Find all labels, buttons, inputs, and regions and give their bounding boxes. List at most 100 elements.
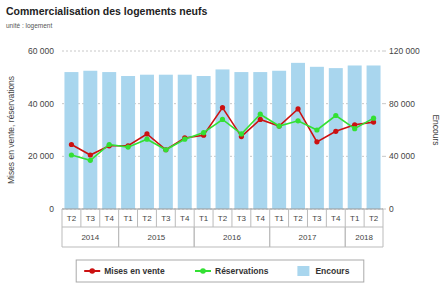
table-line (194, 209, 195, 227)
marker (69, 142, 74, 147)
bar (102, 72, 116, 209)
x-tick-label: T3 (312, 214, 322, 223)
x-tick-label: T1 (199, 214, 209, 223)
table-line (269, 227, 270, 247)
legend-swatch (297, 266, 309, 276)
y-tick-label: 60 000 (28, 46, 54, 56)
year-label: 2016 (223, 233, 241, 242)
marker (88, 152, 93, 157)
bar (234, 72, 248, 209)
table-line (62, 247, 383, 248)
x-tick-label: T2 (142, 214, 152, 223)
bar (367, 65, 381, 209)
marker (258, 112, 263, 117)
table-line (194, 227, 195, 247)
table-line (99, 209, 100, 227)
y2-axis-title: Encours (431, 114, 440, 145)
legend: Mises en venteRéservationsEncours (76, 260, 364, 282)
y2-tick (383, 103, 386, 104)
table-line (269, 227, 270, 247)
table-line (345, 227, 346, 247)
subtitle: unité : logement (6, 22, 52, 30)
x-axis-line (62, 209, 383, 210)
table-line (383, 209, 384, 227)
x-tick-label: T1 (274, 214, 284, 223)
table-line (213, 209, 214, 227)
x-tick-label: T2 (293, 214, 303, 223)
legend-swatch (89, 268, 95, 274)
table-line (345, 209, 346, 227)
bar (329, 68, 343, 209)
bar (64, 72, 78, 209)
x-tick-label: T1 (350, 214, 360, 223)
table-line (62, 209, 63, 227)
marker (144, 131, 149, 136)
table-line (175, 209, 176, 227)
legend-box (76, 260, 364, 282)
legend-label: Encours (315, 266, 349, 276)
table-line (118, 227, 119, 247)
y-tick-label: 0 (49, 204, 54, 214)
table-line (118, 227, 119, 247)
marker (277, 123, 282, 128)
table-line (194, 227, 195, 247)
year-label: 2014 (81, 233, 99, 242)
marker (107, 142, 112, 147)
bar (272, 71, 286, 209)
y2-tick (383, 156, 386, 157)
marker (201, 130, 206, 135)
table-line (156, 209, 157, 227)
marker (333, 129, 338, 134)
y2-tick-label: 40 000 (389, 151, 415, 161)
bar (253, 72, 267, 209)
marker (182, 137, 187, 142)
y2-tick (383, 51, 386, 52)
marker (371, 116, 376, 121)
marker (220, 105, 225, 110)
chart: Commercialisation des logements neufs uni… (0, 0, 440, 293)
legend-label: Mises en vente (104, 266, 165, 276)
table-line (364, 209, 365, 227)
marker (295, 118, 300, 123)
table-line (62, 227, 63, 247)
table-line (307, 209, 308, 227)
legend-swatch (200, 268, 206, 274)
x-tick-label: T3 (161, 214, 171, 223)
table-line (269, 209, 270, 227)
marker (69, 152, 74, 157)
marker (88, 158, 93, 163)
title: Commercialisation des logements neufs (6, 5, 207, 17)
grid-line (62, 209, 383, 210)
y2-tick-label: 120 000 (389, 46, 420, 56)
y2-tick-label: 80 000 (389, 99, 415, 109)
x-tick-label: T2 (218, 214, 228, 223)
x-tick-label: T4 (105, 214, 115, 223)
x-tick-label: T2 (369, 214, 379, 223)
marker (144, 137, 149, 142)
marker (314, 127, 319, 132)
year-label: 2018 (355, 233, 373, 242)
y-tick-label: 20 000 (28, 151, 54, 161)
bar (291, 63, 305, 209)
marker (295, 106, 300, 111)
marker (220, 117, 225, 122)
x-tick-label: T4 (180, 214, 190, 223)
table-line (231, 209, 232, 227)
year-label: 2017 (299, 233, 317, 242)
bar (83, 71, 97, 209)
y2-tick-label: 0 (389, 204, 394, 214)
x-tick-label: T2 (67, 214, 77, 223)
marker (333, 113, 338, 118)
y-axis-title: Mises en vente, réservations (6, 76, 16, 184)
marker (239, 131, 244, 136)
line (71, 114, 373, 160)
table-line (137, 209, 138, 227)
table-line (118, 209, 119, 227)
x-tick-label: T3 (86, 214, 96, 223)
line (71, 108, 373, 155)
marker (352, 126, 357, 131)
bar (310, 67, 324, 209)
marker (314, 139, 319, 144)
x-tick-label: T4 (331, 214, 341, 223)
table-line (250, 209, 251, 227)
